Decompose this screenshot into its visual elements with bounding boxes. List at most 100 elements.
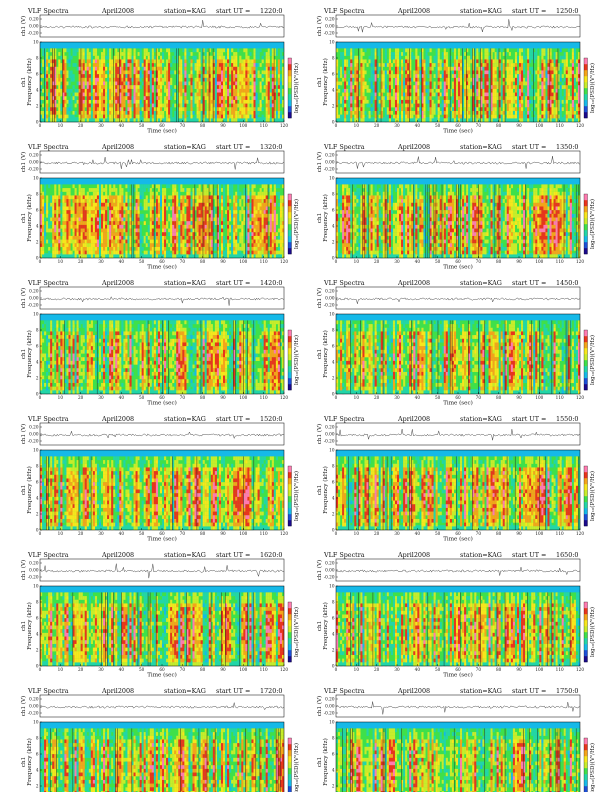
psd-cell <box>99 70 101 74</box>
psd-cell <box>144 96 146 100</box>
psd-cell <box>89 59 91 63</box>
psd-cell <box>101 115 103 119</box>
psd-cell <box>138 96 140 100</box>
psd-cell <box>105 111 107 115</box>
psd-cell <box>197 93 199 97</box>
psd-cell <box>140 52 142 56</box>
psd-cell <box>168 52 170 56</box>
psd-cell <box>64 85 66 89</box>
psd-cell <box>93 52 95 56</box>
psd-cell <box>107 78 109 82</box>
psd-cell <box>140 111 142 115</box>
psd-cell <box>109 52 111 56</box>
psd-cell <box>142 59 144 63</box>
psd-cell <box>150 85 152 89</box>
psd-cell <box>227 82 229 86</box>
psd-cell <box>58 78 60 82</box>
psd-cell <box>166 85 168 89</box>
psd-cell <box>182 82 184 86</box>
psd-cell <box>93 89 95 93</box>
psd-cell <box>223 67 225 71</box>
psd-cell <box>215 63 217 67</box>
psd-cell <box>174 85 176 89</box>
psd-cell <box>148 89 150 93</box>
psd-cell <box>217 48 219 52</box>
psd-cell <box>134 82 136 86</box>
psd-cell <box>150 74 152 78</box>
psd-cell <box>215 107 217 111</box>
psd-cell <box>99 100 101 104</box>
psd-cell <box>170 107 172 111</box>
psd-cell <box>68 56 70 60</box>
psd-cell <box>103 96 105 100</box>
psd-cell <box>83 56 85 60</box>
psd-cell <box>138 100 140 104</box>
psd-cell <box>79 82 81 86</box>
psd-cell <box>182 89 184 93</box>
psd-cell <box>93 67 95 71</box>
psd-cell <box>68 107 70 111</box>
psd-cell <box>99 104 101 108</box>
psd-cell <box>125 78 127 82</box>
psd-cell <box>107 70 109 74</box>
psd-cell <box>197 115 199 119</box>
psd-cell <box>190 52 192 56</box>
psd-cell <box>58 111 60 115</box>
psd-cell <box>160 82 162 86</box>
psd-cell <box>205 52 207 56</box>
psd-cell <box>188 111 190 115</box>
psd-cell <box>144 63 146 67</box>
psd-cell <box>127 107 129 111</box>
psd-cell <box>101 85 103 89</box>
psd-cell <box>223 96 225 100</box>
psd-cell <box>127 78 129 82</box>
psd-cell <box>158 96 160 100</box>
psd-cell <box>95 52 97 56</box>
psd-cell <box>217 67 219 71</box>
psd-cell <box>195 118 197 122</box>
psd-cell <box>158 89 160 93</box>
psd-cell <box>219 96 221 100</box>
psd-cell <box>168 85 170 89</box>
psd-cell <box>197 85 199 89</box>
psd-cell <box>134 104 136 108</box>
psd-cell <box>60 70 62 74</box>
psd-cell <box>123 85 125 89</box>
psd-cell <box>172 48 174 52</box>
psd-cell <box>138 107 140 111</box>
psd-cell <box>123 67 125 71</box>
psd-cell <box>225 74 227 78</box>
psd-cell <box>107 63 109 67</box>
panel-ut-prefix: start UT = <box>216 7 250 15</box>
psd-cell <box>103 100 105 104</box>
psd-cell <box>164 89 166 93</box>
psd-cell <box>101 96 103 100</box>
psd-cell <box>158 59 160 63</box>
psd-cell <box>83 96 85 100</box>
psd-cell <box>162 52 164 56</box>
psd-cell <box>121 93 123 97</box>
psd-cell <box>117 115 119 119</box>
psd-cell <box>186 52 188 56</box>
psd-cell <box>79 63 81 67</box>
psd-cell <box>95 63 97 67</box>
psd-cell <box>83 74 85 78</box>
psd-cell <box>136 115 138 119</box>
psd-cell <box>219 63 221 67</box>
psd-cell <box>180 96 182 100</box>
psd-cell <box>217 85 219 89</box>
psd-cell <box>138 74 140 78</box>
psd-cell <box>115 107 117 111</box>
psd-cell <box>211 74 213 78</box>
psd-cell <box>123 78 125 82</box>
psd-cell <box>174 118 176 122</box>
psd-cell <box>109 107 111 111</box>
psd-cell <box>160 111 162 115</box>
psd-cell <box>115 59 117 63</box>
psd-cell <box>123 70 125 74</box>
psd-cell <box>170 115 172 119</box>
psd-cell <box>138 104 140 108</box>
psd-cell <box>170 85 172 89</box>
psd-cell <box>91 89 93 93</box>
psd-cell <box>107 48 109 52</box>
